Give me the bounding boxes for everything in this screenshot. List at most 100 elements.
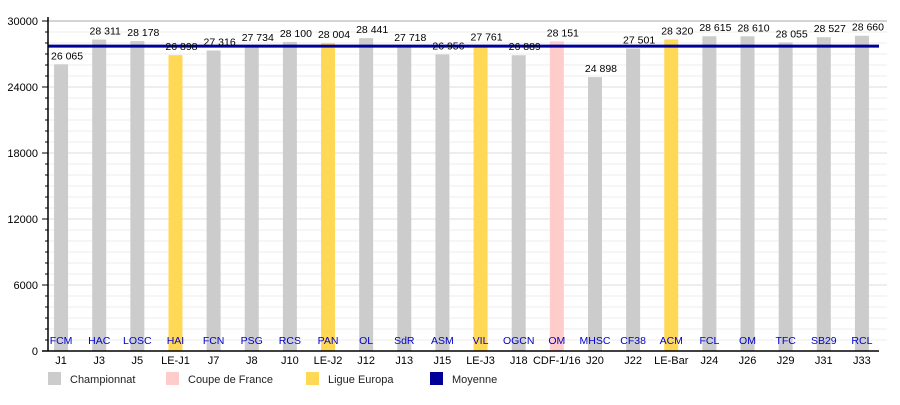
value-label: 26 889 [509, 41, 541, 53]
x-tick-label: J33 [853, 355, 871, 367]
opponent-label: PSG [241, 335, 263, 347]
x-tick-label: J29 [777, 355, 795, 367]
x-tick-label: J18 [510, 355, 528, 367]
value-label: 26 065 [51, 50, 83, 62]
value-label: 28 178 [127, 27, 159, 39]
value-label: 28 100 [280, 28, 312, 40]
opponent-label: RCL [851, 335, 872, 347]
value-label: 27 734 [242, 32, 274, 44]
opponent-label: OGCN [503, 335, 535, 347]
value-label: 28 527 [814, 23, 846, 35]
x-tick-label: LE-J3 [466, 355, 495, 367]
value-label: 26 898 [165, 41, 197, 53]
opponent-label: SB29 [811, 335, 837, 347]
bar-J13 [397, 46, 412, 352]
opponent-label: FCN [203, 335, 225, 347]
opponent-label: TFC [775, 335, 796, 347]
legend-label: Coupe de France [188, 374, 273, 386]
legend-label: Championnat [70, 374, 135, 386]
x-tick-label: J1 [55, 355, 67, 367]
legend-label: Moyenne [452, 374, 497, 386]
legend-swatch-CDF [166, 372, 179, 385]
bar-J26 [740, 36, 755, 351]
bar-LE-J3 [473, 45, 488, 352]
x-tick-label: J24 [701, 355, 719, 367]
x-tick-label: CDF-1/16 [533, 355, 581, 367]
x-tick-label: J8 [246, 355, 258, 367]
bar-J10 [282, 41, 297, 352]
bar-J31 [816, 37, 831, 351]
legend-swatch-LE [306, 372, 319, 385]
y-tick-label: 12000 [7, 214, 38, 226]
x-tick-label: J10 [281, 355, 299, 367]
y-tick-label: 0 [32, 346, 38, 358]
opponent-label: HAI [167, 335, 185, 347]
bar-J1 [54, 64, 69, 351]
bar-J20 [587, 77, 602, 351]
value-label: 27 718 [394, 32, 426, 44]
bar-J3 [92, 39, 107, 351]
legend-swatch-AVG [430, 372, 443, 385]
x-tick-label: J5 [132, 355, 144, 367]
x-tick-label: J12 [357, 355, 375, 367]
opponent-label: OL [359, 335, 373, 347]
value-label: 28 311 [90, 26, 121, 38]
opponent-label: CF38 [620, 335, 646, 347]
value-label: 24 898 [585, 63, 617, 75]
bar-CDF-1/16 [549, 41, 564, 352]
y-tick-label: 30000 [7, 16, 38, 28]
bar-J8 [244, 45, 259, 352]
opponent-label: ASM [431, 335, 454, 347]
x-tick-label: LE-J2 [314, 355, 343, 367]
x-tick-label: J3 [93, 355, 105, 367]
value-label: 27 501 [623, 34, 655, 46]
opponent-label: PAN [318, 335, 339, 347]
bar-J22 [626, 48, 641, 351]
opponent-label: RCS [279, 335, 301, 347]
y-tick-label: 18000 [7, 148, 38, 160]
x-tick-label: J22 [624, 355, 642, 367]
value-label: 28 660 [852, 22, 884, 34]
value-label: 28 441 [356, 24, 388, 36]
y-tick-label: 6000 [14, 280, 38, 292]
bar-LE-J2 [321, 42, 336, 352]
x-tick-label: J15 [434, 355, 452, 367]
opponent-label: OM [548, 335, 565, 347]
x-tick-label: J31 [815, 355, 833, 367]
opponent-label: FCM [50, 335, 73, 347]
opponent-label: ACM [660, 335, 683, 347]
value-label: 28 151 [547, 27, 579, 39]
opponent-label: HAC [88, 335, 111, 347]
y-tick-label: 24000 [7, 82, 38, 94]
value-label: 28 615 [699, 22, 731, 34]
value-label: 27 761 [471, 32, 503, 44]
bar-J12 [359, 38, 374, 352]
value-label: 27 316 [204, 37, 236, 49]
bar-J5 [130, 41, 145, 352]
bar-J29 [778, 42, 793, 352]
legend-label: Ligue Europa [328, 374, 394, 386]
opponent-label: MHSC [580, 335, 611, 347]
x-tick-label: LE-Bar [654, 355, 689, 367]
opponent-label: OM [739, 335, 756, 347]
opponent-label: VIL [473, 335, 489, 347]
bar-J24 [702, 36, 717, 352]
bar-LE-J1 [168, 55, 183, 351]
bar-J7 [206, 50, 221, 352]
x-tick-label: J13 [395, 355, 413, 367]
bar-J33 [854, 35, 869, 352]
x-tick-label: J7 [208, 355, 220, 367]
bar-J18 [511, 55, 526, 351]
opponent-label: FCL [699, 335, 719, 347]
bar-J15 [435, 54, 450, 351]
opponent-label: LOSC [123, 335, 152, 347]
legend-swatch-C [48, 372, 61, 385]
value-label: 28 320 [661, 25, 693, 37]
value-label: 28 055 [776, 28, 808, 40]
bar-LE-Bar [664, 39, 679, 351]
x-tick-label: LE-J1 [161, 355, 190, 367]
x-tick-label: J26 [739, 355, 757, 367]
opponent-label: SdR [394, 335, 415, 347]
value-label: 26 956 [432, 40, 464, 52]
